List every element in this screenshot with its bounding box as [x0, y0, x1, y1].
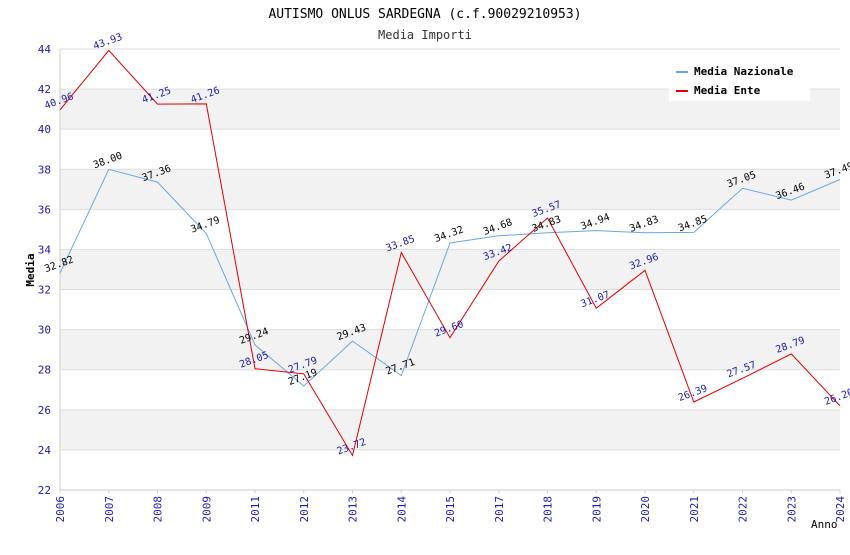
y-tick-label: 28 [38, 364, 51, 377]
x-tick-label: 2024 [834, 496, 847, 523]
data-label: 34.85 [677, 214, 709, 235]
x-tick-label: 2018 [542, 496, 555, 523]
series-line-media-nazionale [59, 168, 841, 387]
legend: Media Nazionale Media Ente [669, 60, 810, 101]
legend-box [669, 60, 810, 101]
x-tick-label: 2014 [395, 496, 408, 523]
x-tick-label: 2007 [103, 496, 116, 523]
chart-title: AUTISMO ONLUS SARDEGNA (c.f.90029210953) [268, 7, 581, 22]
y-tick-label: 32 [38, 284, 51, 297]
x-axis-label: Anno [811, 518, 838, 531]
grid-band [60, 409, 840, 450]
grid-band [60, 249, 840, 290]
x-tick-label: 2012 [298, 496, 311, 523]
y-axis-label: Media [24, 253, 37, 286]
y-tick-label: 38 [38, 163, 51, 176]
chart-subtitle: Media Importi [378, 28, 472, 42]
x-tick-label: 2021 [688, 496, 701, 523]
x-tick-label: 2020 [639, 496, 652, 523]
data-label: 26.20 [823, 387, 850, 408]
x-tick-label: 2019 [590, 496, 603, 523]
x-tick-label: 2017 [493, 496, 506, 523]
y-tick-label: 22 [38, 484, 51, 497]
x-tick-label: 2023 [785, 496, 798, 523]
axes [59, 49, 841, 493]
y-tick-label: 36 [38, 203, 51, 216]
legend-label-media-ente: Media Ente [694, 84, 761, 97]
y-tick-label: 40 [38, 123, 51, 136]
y-tick-label: 44 [38, 43, 52, 56]
y-tick-label: 30 [38, 324, 51, 337]
grid-bands [60, 89, 840, 450]
data-label: 34.94 [579, 212, 611, 233]
y-tick-labels: 22 24 26 28 30 32 34 36 38 40 42 44 [38, 43, 52, 497]
series-line-media-ente [59, 49, 841, 457]
x-tick-label: 2015 [444, 496, 457, 523]
data-label: 38.00 [92, 151, 124, 172]
x-tick-label: 2013 [347, 496, 360, 523]
grid-band [60, 329, 840, 370]
x-tick-label: 2022 [737, 496, 750, 523]
y-tick-label: 26 [38, 404, 51, 417]
y-tick-label: 34 [38, 243, 52, 256]
x-tick-label: 2006 [54, 496, 67, 523]
grid-band [60, 169, 840, 210]
grid-lines [60, 48, 840, 491]
x-tick-label: 2011 [249, 496, 262, 523]
x-tick-label: 2009 [200, 496, 213, 523]
x-tick-label: 2008 [152, 496, 165, 523]
x-tick-labels: 2006 2007 2008 2009 2011 2012 2013 2014 2015 2017… [54, 496, 847, 523]
y-tick-label: 24 [38, 444, 52, 457]
data-label: 34.83 [628, 214, 660, 235]
legend-label-media-nazionale: Media Nazionale [694, 65, 794, 78]
series-lines [59, 49, 841, 457]
y-tick-label: 42 [38, 83, 51, 96]
